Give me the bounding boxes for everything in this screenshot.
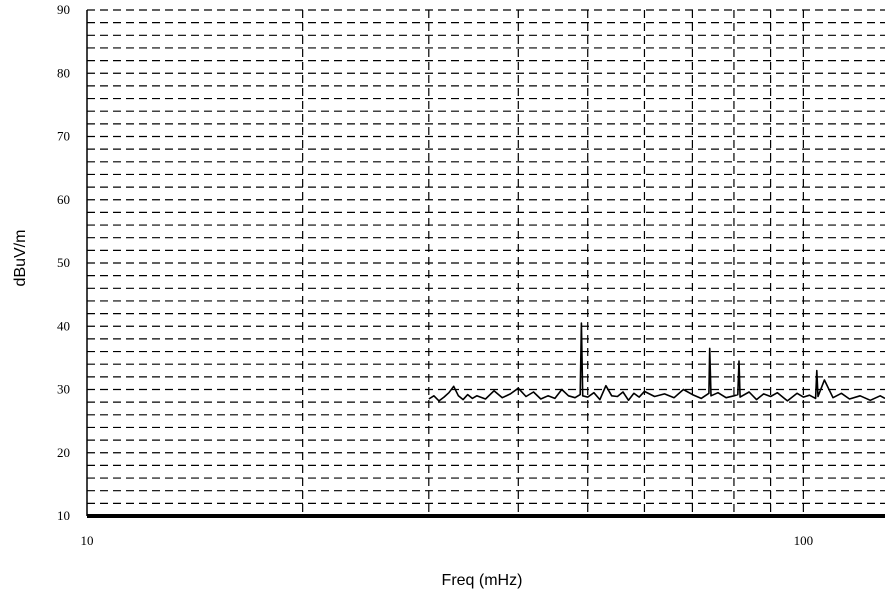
y-tick-label: 70 [57, 129, 70, 144]
y-tick-label: 30 [57, 382, 70, 397]
y-axis-label: dBuV/m [12, 230, 29, 287]
y-tick-label: 80 [57, 65, 70, 80]
x-tick-label: 10 [81, 533, 94, 548]
y-tick-label: 40 [57, 318, 70, 333]
y-tick-label: 90 [57, 2, 70, 17]
y-tick-label: 60 [57, 192, 70, 207]
y-tick-label: 10 [57, 508, 70, 523]
y-tick-label: 50 [57, 255, 70, 270]
x-tick-label: 100 [794, 533, 814, 548]
series-line [428, 322, 885, 402]
y-tick-label: 20 [57, 445, 70, 460]
x-axis-label: Freq (mHz) [442, 572, 523, 589]
